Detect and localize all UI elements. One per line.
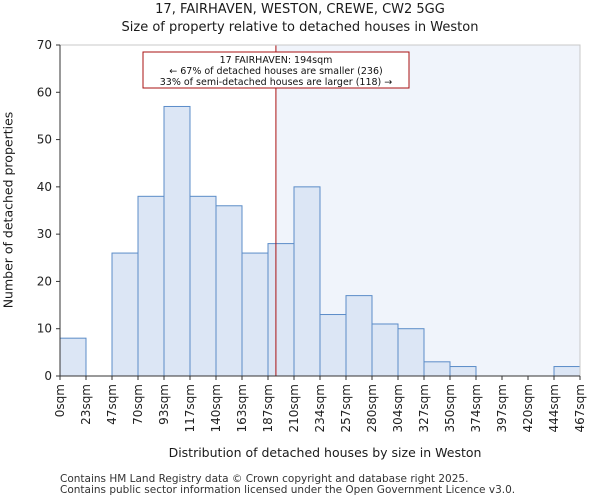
x-tick-label: 117sqm [183, 384, 197, 432]
y-axis-label: Number of detached properties [0, 111, 16, 309]
histogram-bar [293, 186, 321, 377]
histogram-bar [319, 314, 347, 377]
histogram-bar [371, 323, 399, 377]
y-tick-label: 30 [37, 227, 52, 241]
histogram-bar [163, 105, 191, 377]
histogram-bar [137, 195, 165, 377]
y-tick-label: 70 [37, 38, 52, 52]
x-tick-label: 420sqm [521, 384, 535, 432]
x-tick-label: 70sqm [131, 384, 145, 425]
chart-subtitle: Size of property relative to detached ho… [121, 20, 479, 35]
x-tick-label: 397sqm [495, 384, 509, 432]
histogram-bar [397, 328, 425, 377]
histogram-bar [111, 252, 139, 377]
x-tick-label: 257sqm [339, 384, 353, 432]
y-tick-label: 20 [37, 274, 52, 288]
x-tick-label: 163sqm [235, 384, 249, 432]
histogram-bar [423, 361, 451, 377]
annotation-line-2: ← 67% of detached houses are smaller (23… [169, 66, 382, 77]
y-tick-label: 60 [37, 85, 52, 99]
histogram-bar [241, 252, 269, 377]
footer-licence: Contains public sector information licen… [60, 484, 516, 496]
chart-title: 17, FAIRHAVEN, WESTON, CREWE, CW2 5GG [155, 2, 445, 17]
histogram-bar [59, 337, 87, 377]
x-tick-label: 350sqm [443, 384, 457, 432]
histogram-bar [345, 295, 373, 377]
x-tick-label: 23sqm [79, 384, 93, 425]
y-tick-label: 10 [37, 322, 52, 336]
x-tick-label: 467sqm [573, 384, 587, 432]
x-tick-label: 210sqm [287, 384, 301, 432]
y-tick-label: 0 [44, 369, 52, 383]
x-tick-label: 374sqm [469, 384, 483, 432]
x-axis-label: Distribution of detached houses by size … [168, 445, 482, 460]
histogram-bar [553, 366, 581, 377]
x-tick-label: 234sqm [313, 384, 327, 432]
annotation-box [142, 51, 410, 89]
histogram-bar [189, 195, 217, 377]
histogram-bar [215, 205, 243, 377]
x-tick-label: 280sqm [365, 384, 379, 432]
histogram-bar [449, 366, 477, 377]
x-tick-label: 444sqm [547, 384, 561, 432]
x-tick-label: 327sqm [417, 384, 431, 432]
annotation-line-3: 33% of semi-detached houses are larger (… [160, 77, 393, 88]
y-tick-label: 50 [37, 133, 52, 147]
footer-copyright: Contains HM Land Registry data © Crown c… [60, 473, 469, 485]
annotation-line-1: 17 FAIRHAVEN: 194sqm [220, 55, 333, 66]
x-tick-label: 0sqm [53, 384, 67, 417]
y-tick-label: 40 [37, 180, 52, 194]
x-tick-label: 93sqm [157, 384, 171, 425]
x-tick-label: 304sqm [391, 384, 405, 432]
histogram-bar [267, 243, 295, 377]
x-tick-label: 140sqm [209, 384, 223, 432]
x-tick-label: 47sqm [105, 384, 119, 425]
x-tick-label: 187sqm [261, 384, 275, 432]
